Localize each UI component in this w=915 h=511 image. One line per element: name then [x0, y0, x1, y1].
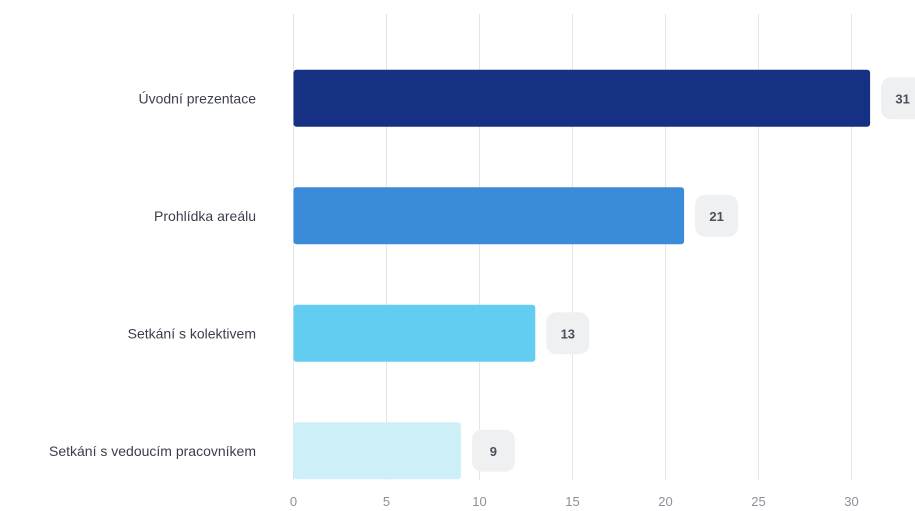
value-badge: [471, 429, 515, 472]
data-labels: 31 21 13 9: [471, 77, 915, 472]
category-label: Prohlídka areálu: [154, 208, 256, 224]
x-tick-label: 5: [383, 494, 390, 509]
value-badge: [695, 194, 739, 237]
x-tick-label: 30: [844, 494, 858, 509]
category-label: Setkání s vedoucím pracovníkem: [49, 443, 256, 459]
bar[interactable]: [293, 69, 871, 127]
x-tick-label: 20: [658, 494, 672, 509]
category-label: Setkání s kolektivem: [128, 325, 256, 341]
bars: [293, 69, 871, 480]
x-tick-label: 10: [472, 494, 486, 509]
data-label: 31: [895, 91, 909, 106]
data-label: 13: [561, 326, 575, 341]
bar[interactable]: [293, 422, 461, 480]
value-badge: [881, 77, 915, 120]
x-tick-label: 0: [290, 494, 297, 509]
data-label: 9: [490, 444, 497, 459]
category-label: Úvodní prezentace: [138, 90, 256, 106]
data-label: 21: [709, 209, 723, 224]
x-tick-label: 25: [751, 494, 765, 509]
x-tick-label: 15: [565, 494, 579, 509]
bar[interactable]: [293, 187, 685, 245]
bar[interactable]: [293, 304, 536, 362]
category-labels: Úvodní prezentace Prohlídka areálu Setkání…: [49, 90, 256, 459]
x-axis-ticks: 0 5 10 15 20 25 30: [290, 494, 859, 509]
value-badge: [546, 312, 590, 355]
